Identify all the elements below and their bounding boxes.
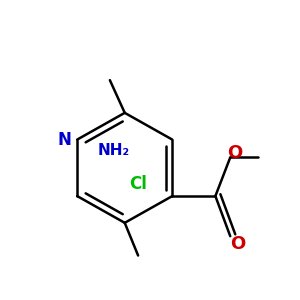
Text: N: N	[57, 130, 71, 148]
Text: Cl: Cl	[129, 175, 147, 193]
Text: O: O	[227, 144, 242, 162]
Text: O: O	[230, 235, 245, 253]
Text: NH₂: NH₂	[98, 142, 130, 158]
